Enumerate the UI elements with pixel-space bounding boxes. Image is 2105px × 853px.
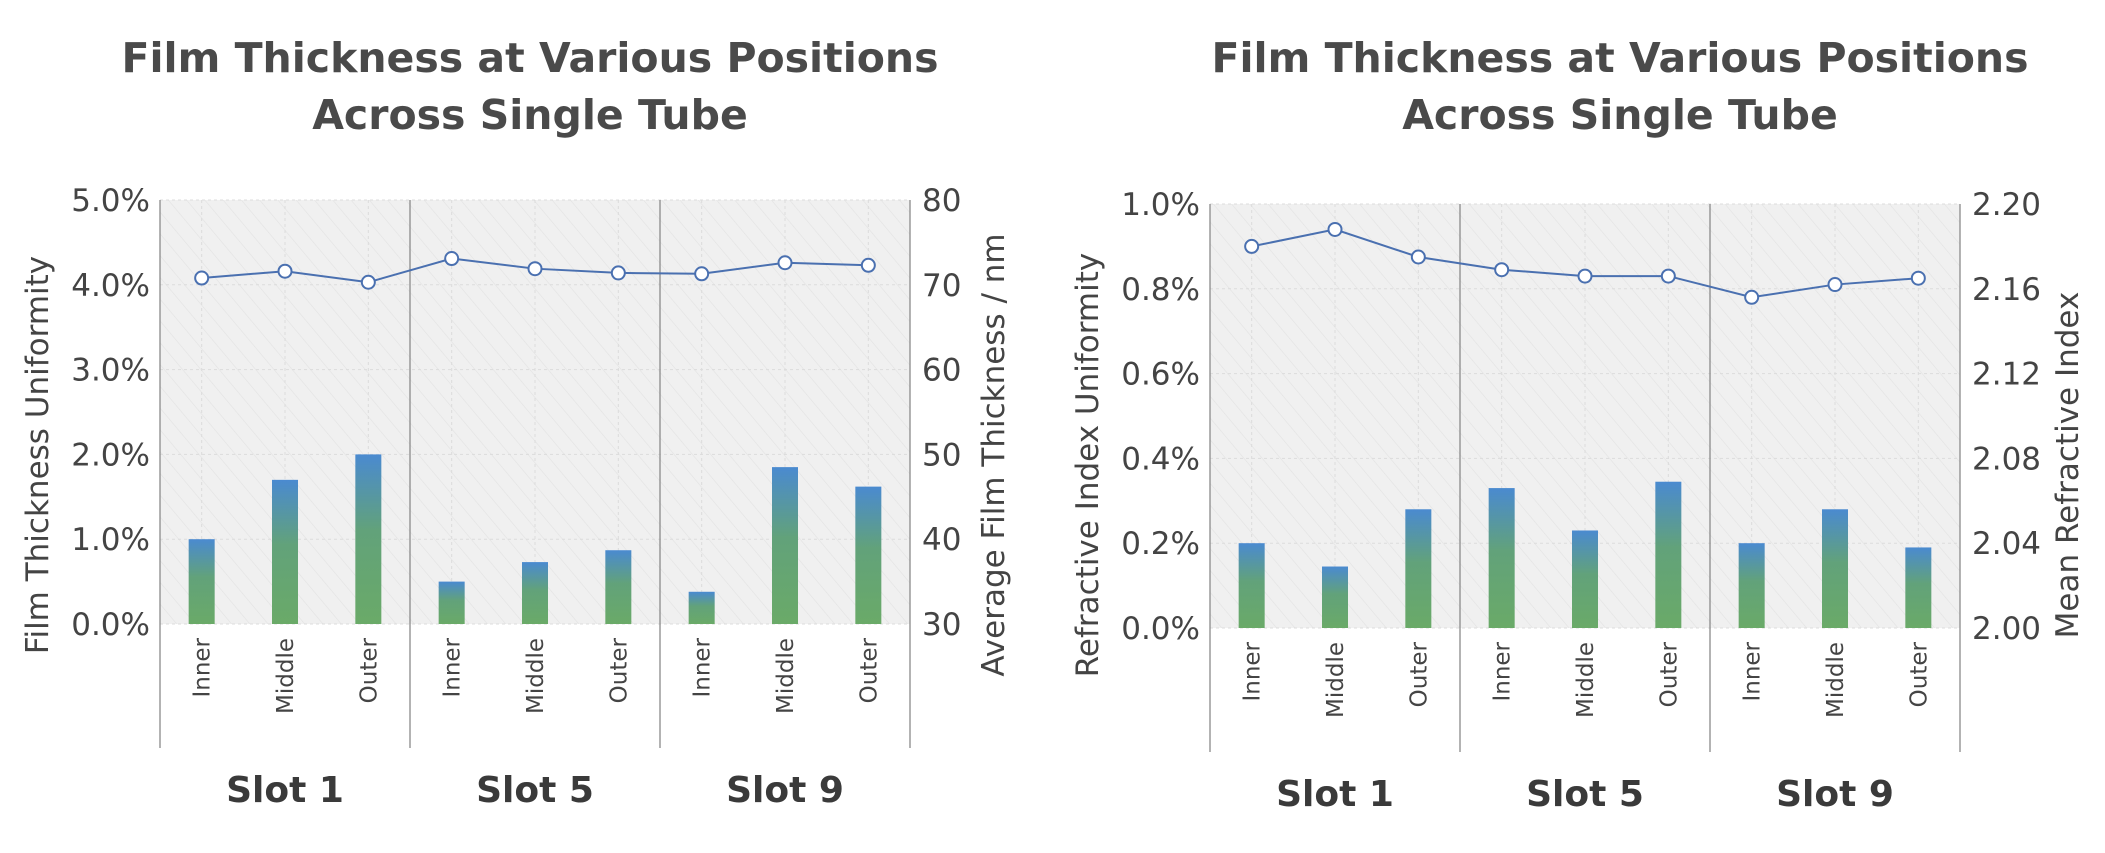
chart-2-group-label: Slot 1 [1276, 774, 1394, 815]
chart-1-bar [438, 581, 465, 624]
chart-2-group-label: Slot 9 [1776, 774, 1894, 815]
chart-1-x-tick-label: Middle [773, 638, 799, 714]
chart-2-plot: 0.0% 0.2% 0.4% 0.6% 0.8% 1.0% 2.00 2.04 2.08 2.12… [1121, 187, 2041, 815]
chart-2-line-point [1577, 268, 1593, 284]
chart-1-title-line-2: Across Single Tube [312, 91, 748, 139]
chart-1-x-tick-label: Inner [440, 637, 466, 697]
chart-1-line-point [277, 263, 293, 279]
chart-1-x-tick-label: Middle [523, 638, 549, 714]
chart-2-line-point [1494, 262, 1510, 278]
chart-2-x-tick-label: Middle [1323, 642, 1349, 718]
chart-1-y-axis-label: Film Thickness Uniformity [20, 256, 56, 654]
chart-2-group-label: Slot 5 [1526, 774, 1644, 815]
chart-1-y-tick-label: 0.0% [71, 607, 150, 643]
chart-1-plot: 0.0% 1.0% 2.0% 3.0% 4.0% 5.0% 30 40 50 60 70 80 Inne… [71, 183, 961, 811]
chart-2-title-line-1: Film Thickness at Various Positions [1211, 34, 2028, 82]
chart-1-line-point [360, 274, 376, 290]
chart-1-y2-tick-label: 70 [922, 268, 961, 304]
chart-2: Film Thickness at Various Positions Acro… [1070, 34, 2086, 815]
chart-2-y-tick-label: 0.0% [1121, 611, 1200, 647]
chart-1-line-point [194, 270, 210, 286]
chart-1-line-point [694, 266, 710, 282]
chart-1-line-point [610, 265, 626, 281]
chart-2-y2-tick-label: 2.12 [1972, 357, 2041, 393]
chart-2-y2-tick-label: 2.00 [1972, 611, 2041, 647]
chart-2-x-tick-label: Outer [1406, 641, 1432, 707]
chart-2-bar [1405, 509, 1432, 628]
chart-2-x-tick-label: Outer [1656, 641, 1682, 707]
chart-1-bar [355, 454, 382, 624]
chart-1-x-tick-label: Outer [856, 637, 882, 703]
chart-2-y-tick-label: 0.2% [1121, 526, 1200, 562]
chart-2-y2-tick-label: 2.08 [1972, 441, 2041, 477]
chart-1-line-point [444, 251, 460, 267]
chart-2-bar [1738, 543, 1765, 628]
chart-1-bar [605, 550, 632, 624]
chart-2-x-tick-label: Outer [1906, 641, 1932, 707]
chart-2-x-tick-label: Inner [1240, 641, 1266, 701]
chart-1-y2-tick-label: 60 [922, 353, 961, 389]
chart-2-y2-axis-label: Mean Refractive Index [2050, 292, 2086, 639]
chart-1: Film Thickness at Various Positions Acro… [20, 34, 1012, 811]
chart-1-x-tick-label: Outer [356, 637, 382, 703]
chart-1-y-tick-label: 5.0% [71, 183, 150, 219]
chart-2-bar [1238, 543, 1265, 628]
chart-2-y-axis-label: Refractive Index Uniformity [1070, 253, 1106, 678]
chart-1-y-tick-label: 4.0% [71, 268, 150, 304]
chart-2-y2-tick-label: 2.20 [1972, 187, 2041, 223]
chart-1-y2-tick-label: 80 [922, 183, 961, 219]
chart-1-line-point [777, 255, 793, 271]
chart-2-y2-tick-label: 2.04 [1972, 526, 2041, 562]
chart-1-group-label: Slot 5 [476, 770, 594, 811]
chart-1-y2-tick-label: 30 [922, 607, 961, 643]
chart-2-line-point [1660, 268, 1676, 284]
chart-2-line-point [1327, 221, 1343, 237]
chart-2-x-tick-label: Inner [1740, 641, 1766, 701]
chart-2-line-point [1827, 277, 1843, 293]
chart-1-x-tick-label: Outer [606, 637, 632, 703]
chart-2-line-point [1744, 289, 1760, 305]
chart-1-bar [688, 591, 715, 624]
chart-2-x-tick-label: Middle [1573, 642, 1599, 718]
chart-1-title-line-1: Film Thickness at Various Positions [121, 34, 938, 82]
chart-2-x-tick-label: Middle [1823, 642, 1849, 718]
chart-1-y-tick-label: 3.0% [71, 353, 150, 389]
chart-1-bar [855, 486, 882, 624]
chart-2-line-point [1910, 270, 1926, 286]
chart-2-bar [1822, 509, 1848, 628]
chart-2-y-tick-label: 0.4% [1121, 441, 1200, 477]
chart-1-x-tick-label: Middle [273, 638, 299, 714]
chart-2-line-point [1410, 249, 1426, 265]
chart-2-y-tick-label: 0.8% [1121, 272, 1200, 308]
chart-1-y-tick-label: 2.0% [71, 437, 150, 473]
chart-2-bar [1322, 566, 1348, 628]
chart-2-x-tick-label: Inner [1490, 641, 1516, 701]
chart-2-y2-tick-label: 2.16 [1972, 272, 2041, 308]
chart-2-bar [1655, 481, 1682, 628]
chart-1-y2-axis-label: Average Film Thickness / nm [976, 233, 1012, 676]
chart-1-group-label: Slot 1 [226, 770, 344, 811]
chart-1-line-point [860, 257, 876, 273]
chart-1-y2-tick-label: 40 [922, 522, 961, 558]
chart-1-line-point [527, 261, 543, 277]
chart-1-y2-tick-label: 50 [922, 437, 961, 473]
chart-1-group-label: Slot 9 [726, 770, 844, 811]
chart-1-bar [772, 467, 798, 624]
chart-2-bar [1905, 547, 1932, 628]
chart-1-y-tick-label: 1.0% [71, 522, 150, 558]
chart-2-y-tick-label: 0.6% [1121, 357, 1200, 393]
chart-2-y-tick-label: 1.0% [1121, 187, 1200, 223]
chart-2-title-line-2: Across Single Tube [1402, 91, 1838, 139]
chart-1-bar [188, 539, 215, 624]
chart-1-bar [522, 562, 548, 624]
chart-1-bar [272, 479, 298, 624]
chart-2-line-point [1244, 238, 1260, 254]
chart-1-x-tick-label: Inner [190, 637, 216, 697]
chart-2-bar [1572, 530, 1598, 628]
chart-2-bar [1488, 488, 1515, 628]
chart-1-x-tick-label: Inner [690, 637, 716, 697]
